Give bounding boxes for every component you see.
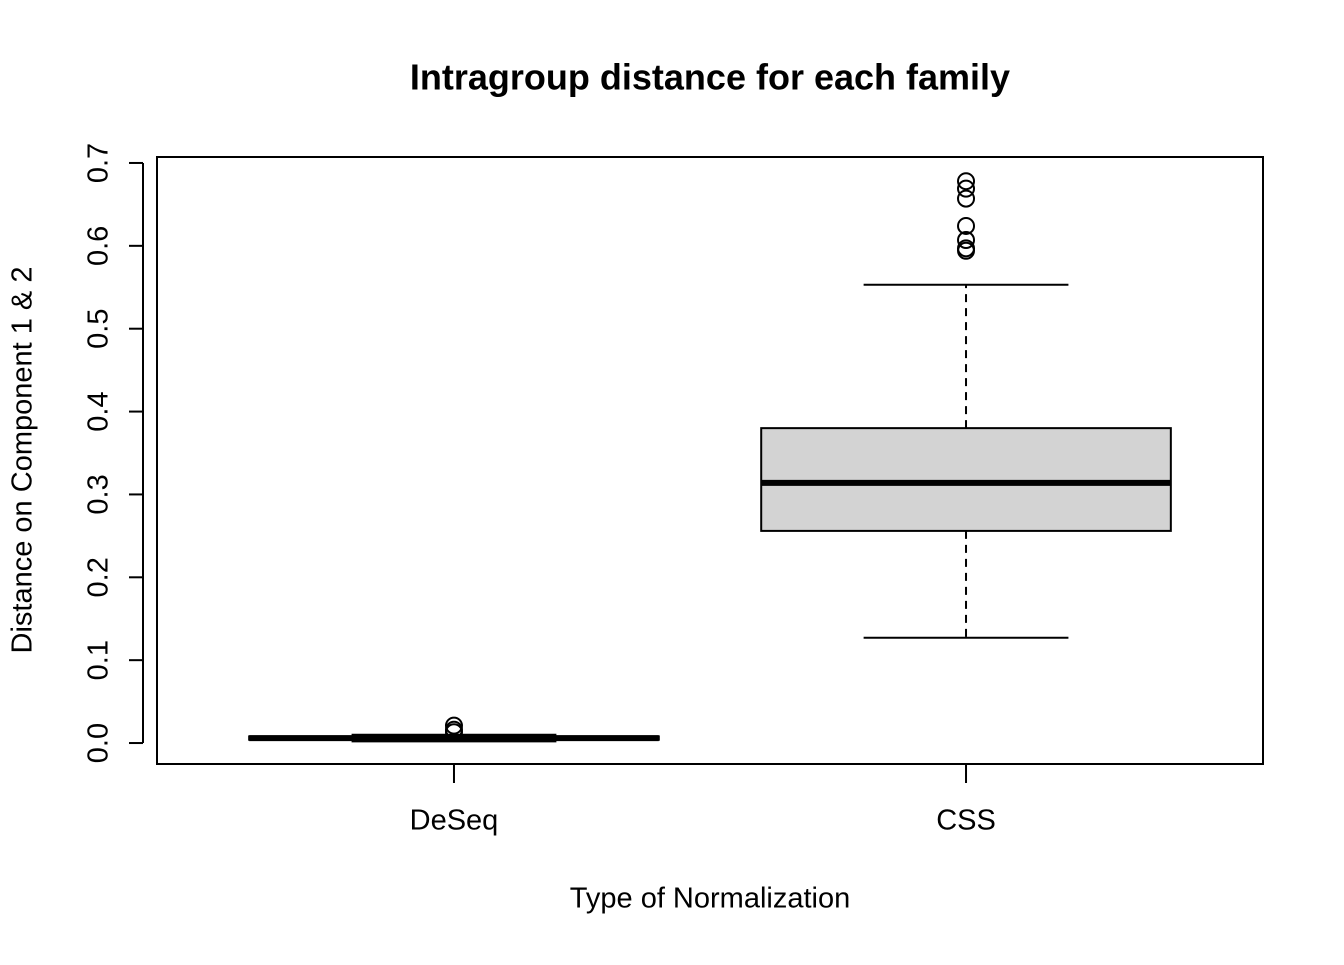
y-tick-label: 0.4: [83, 391, 115, 431]
outlier: [957, 189, 976, 208]
y-tick-label: 0.1: [83, 640, 115, 680]
y-axis-label: Distance on Component 1 & 2: [7, 267, 39, 654]
y-tick-label: 0.6: [83, 226, 115, 266]
plot-frame: [156, 156, 1264, 765]
x-axis-label: Type of Normalization: [570, 883, 850, 915]
outlier: [444, 723, 463, 742]
outlier: [957, 241, 976, 260]
y-tick-label: 0.0: [83, 723, 115, 763]
y-tick-label: 0.2: [83, 557, 115, 597]
box: [760, 427, 1172, 532]
x-tick-label: DeSeq: [410, 805, 499, 837]
outlier: [957, 179, 976, 198]
y-tick-label: 0.7: [83, 143, 115, 183]
x-tick-label: CSS: [936, 805, 996, 837]
y-tick-label: 0.5: [83, 309, 115, 349]
outlier: [957, 231, 976, 250]
outlier: [444, 716, 463, 735]
outlier: [957, 216, 976, 235]
chart-title: Intragroup distance for each family: [410, 57, 1010, 98]
y-tick-label: 0.3: [83, 474, 115, 514]
outlier: [957, 172, 976, 191]
